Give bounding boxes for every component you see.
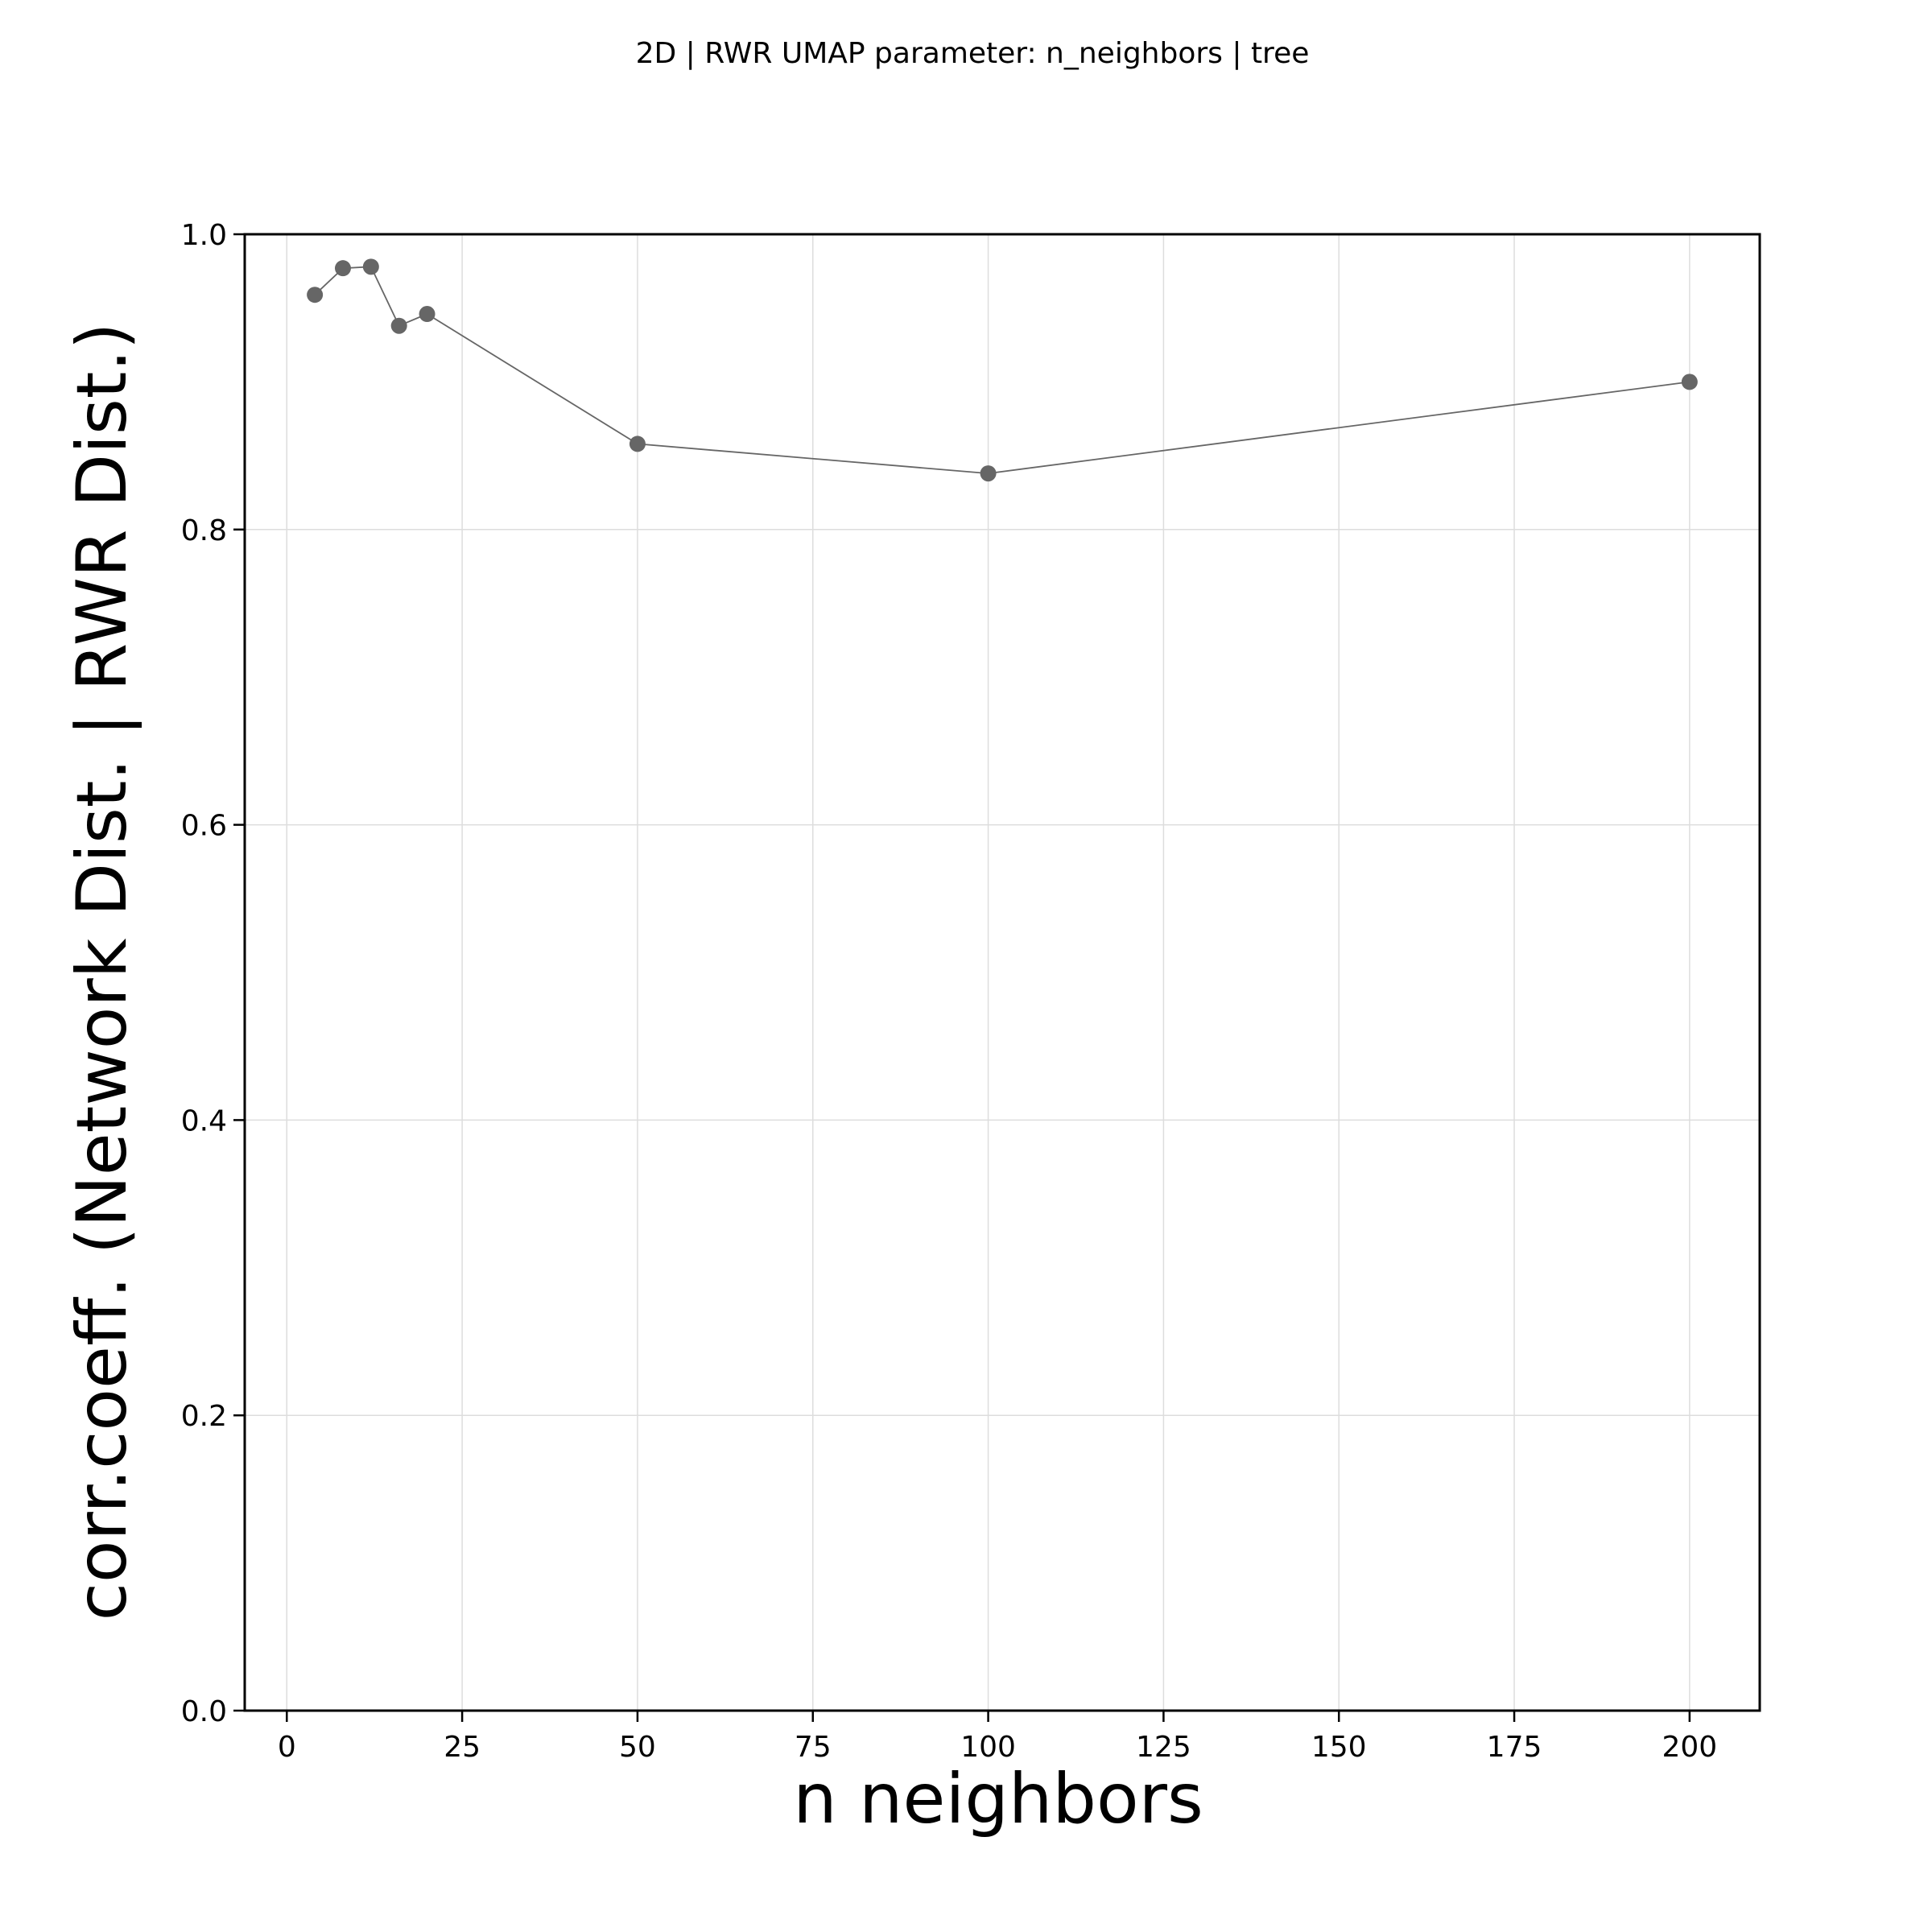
data-point: [980, 465, 997, 482]
y-tick-label: 0.0: [181, 1695, 227, 1728]
x-tick-label: 25: [444, 1731, 481, 1764]
x-tick-label: 150: [1311, 1731, 1367, 1764]
chart-title: 2D | RWR UMAP parameter: n_neighbors | t…: [636, 37, 1310, 70]
data-point: [334, 260, 351, 277]
x-tick-label: 50: [619, 1731, 656, 1764]
y-tick-label: 0.2: [181, 1400, 227, 1433]
x-tick-label: 125: [1136, 1731, 1191, 1764]
plot-frame: [243, 233, 1761, 1712]
y-tick-label: 0.6: [181, 810, 227, 843]
x-axis-ticks: 0 25 50 75 100 125 150 175 200: [278, 1711, 1717, 1764]
grid-lines: [245, 233, 1760, 1711]
y-tick-label: 0.8: [181, 514, 227, 547]
x-tick-label: 0: [278, 1731, 296, 1764]
series-line: [314, 266, 1690, 475]
x-axis-label: n neighbors: [793, 1759, 1203, 1839]
data-point: [307, 287, 324, 303]
data-point: [1681, 374, 1698, 390]
y-tick-label: 1.0: [181, 219, 227, 252]
y-tick-label: 0.4: [181, 1104, 227, 1137]
data-point: [419, 306, 436, 323]
y-axis-ticks: 0.0 0.2 0.4 0.6 0.8 1.0: [181, 219, 245, 1728]
x-tick-label: 100: [960, 1731, 1016, 1764]
x-tick-label: 175: [1487, 1731, 1542, 1764]
y-axis-label: corr.coeff. (Network Dist. | RWR Dist.): [62, 323, 142, 1621]
series-layer: [307, 258, 1698, 482]
data-point: [362, 258, 379, 275]
x-tick-label: 75: [795, 1731, 832, 1764]
data-point: [629, 436, 646, 452]
data-point: [390, 317, 407, 334]
x-tick-label: 200: [1662, 1731, 1718, 1764]
